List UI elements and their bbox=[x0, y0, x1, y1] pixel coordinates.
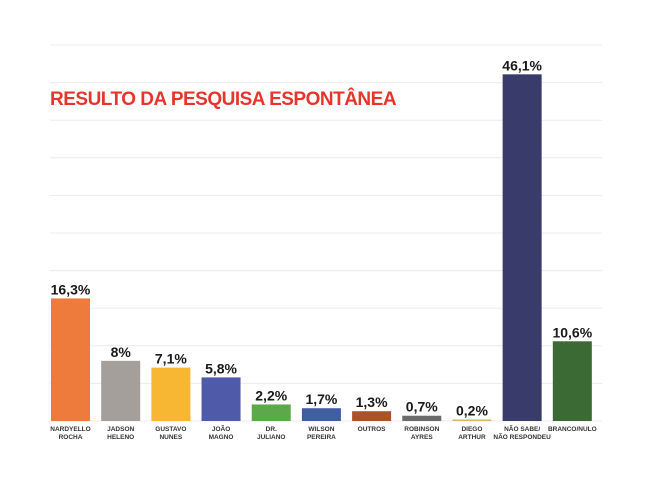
category-label: ARTHUR bbox=[458, 434, 486, 441]
bar-value-label: 0,7% bbox=[406, 399, 438, 415]
bar bbox=[552, 341, 592, 421]
bar-value-label: 16,3% bbox=[51, 281, 91, 297]
category-label: BRANCO/NULO bbox=[548, 426, 597, 433]
category-label: DIEGO bbox=[461, 426, 482, 433]
category-label: NÃO RESPONDEU bbox=[493, 432, 551, 441]
bar-value-label: 46,1% bbox=[502, 57, 542, 73]
value-labels: 16,3% 8% 7,1% 5,8% 2,2% 1,7% 1,3% 0,7% 0,2% 46,1%… bbox=[51, 57, 593, 418]
bar bbox=[502, 74, 542, 421]
category-label: JULIANO bbox=[257, 434, 286, 441]
category-label: PEREIRA bbox=[307, 434, 336, 441]
category-label: OUTROS bbox=[358, 426, 386, 433]
category-label: MAGNO bbox=[209, 434, 234, 441]
bar bbox=[301, 408, 341, 421]
category-label: HELENO bbox=[107, 434, 134, 441]
bar-value-label: 10,6% bbox=[552, 324, 592, 340]
bar bbox=[352, 411, 392, 421]
category-label: JADSON bbox=[107, 426, 134, 433]
bar bbox=[201, 377, 241, 421]
category-label: WILSON bbox=[308, 426, 334, 433]
category-label: NUNES bbox=[159, 434, 182, 441]
bar-value-label: 0,2% bbox=[456, 402, 488, 418]
bar bbox=[151, 367, 191, 421]
bar-value-label: 5,8% bbox=[205, 360, 237, 376]
bar-value-label: 7,1% bbox=[155, 351, 187, 367]
bar-value-label: 2,2% bbox=[255, 387, 287, 403]
category-label: ROBINSON bbox=[404, 426, 439, 433]
category-label: GUSTAVO bbox=[155, 426, 186, 433]
bar bbox=[402, 415, 442, 421]
bar-value-label: 8% bbox=[111, 344, 132, 360]
bar bbox=[452, 419, 492, 421]
chart-title: RESULTO DA PESQUISA ESPONTÂNEA bbox=[50, 88, 397, 110]
category-label: JOÃO bbox=[212, 424, 230, 433]
bars bbox=[51, 74, 592, 421]
category-label: NÃO SABE/ bbox=[504, 424, 540, 433]
bar bbox=[251, 404, 291, 421]
bar bbox=[101, 360, 141, 421]
category-label: AYRES bbox=[411, 434, 433, 441]
category-label: NARDYELLO bbox=[50, 426, 90, 433]
category-label: DR. bbox=[266, 426, 277, 433]
category-label: ROCHA bbox=[59, 434, 83, 441]
bar-value-label: 1,7% bbox=[305, 391, 337, 407]
bar bbox=[51, 298, 90, 421]
bar-value-label: 1,3% bbox=[356, 394, 388, 410]
